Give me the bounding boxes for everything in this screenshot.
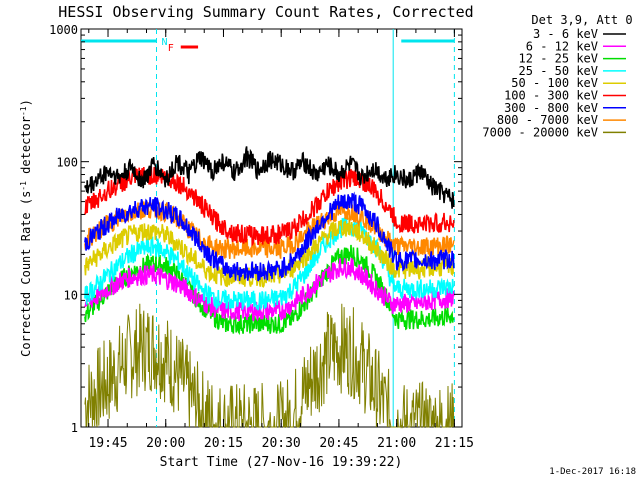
legend-label: 3 - 6 keV — [533, 27, 598, 41]
series-layer — [84, 146, 455, 429]
x-tick-label: 21:00 — [377, 436, 416, 451]
x-axis: 19:45 20:00 20:15 20:30 20:45 21:00 21:15 — [88, 29, 474, 451]
flag-label-F: F — [168, 43, 174, 54]
x-tick-label: 20:15 — [204, 436, 243, 451]
series-line-0 — [84, 146, 455, 209]
y-tick-label: 100 — [56, 156, 78, 170]
legend-label: 800 - 7000 keV — [497, 113, 598, 127]
y-axis: 1 10 100 1000 — [49, 23, 462, 435]
y-axis-label: Corrected Count Rate (s-1 detector-1) — [19, 99, 34, 357]
date-stamp: 1-Dec-2017 16:18 — [549, 467, 636, 477]
series-line-1 — [84, 257, 455, 322]
series-line-8 — [84, 303, 455, 429]
x-tick-label: 20:30 — [262, 436, 301, 451]
legend-label: 50 - 100 keV — [511, 76, 598, 90]
legend-label: 25 - 50 keV — [519, 64, 598, 78]
x-tick-label: 21:15 — [435, 436, 474, 451]
series-line-4 — [84, 217, 455, 288]
flag-label-N: N — [161, 37, 167, 48]
y-tick-label: 1 — [71, 421, 78, 435]
legend-label: 7000 - 20000 keV — [482, 125, 598, 139]
x-tick-label: 20:45 — [319, 436, 358, 451]
legend-label: 6 - 12 keV — [526, 39, 598, 53]
x-axis-label: Start Time (27-Nov-16 19:39:22) — [160, 455, 403, 470]
series-line-6 — [84, 191, 455, 282]
legend-label: 300 - 800 keV — [504, 101, 598, 115]
chart-title: HESSI Observing Summary Count Rates, Cor… — [58, 3, 473, 21]
legend-label: 100 - 300 keV — [504, 89, 598, 103]
y-tick-label: 1000 — [49, 23, 78, 37]
series-line-3 — [84, 216, 455, 312]
x-tick-label: 19:45 — [88, 436, 127, 451]
y-tick-label: 10 — [64, 288, 78, 302]
legend-header: Det 3,9, Att 0 — [531, 13, 632, 27]
legend-label: 12 - 25 keV — [519, 52, 598, 66]
x-tick-label: 20:00 — [146, 436, 185, 451]
